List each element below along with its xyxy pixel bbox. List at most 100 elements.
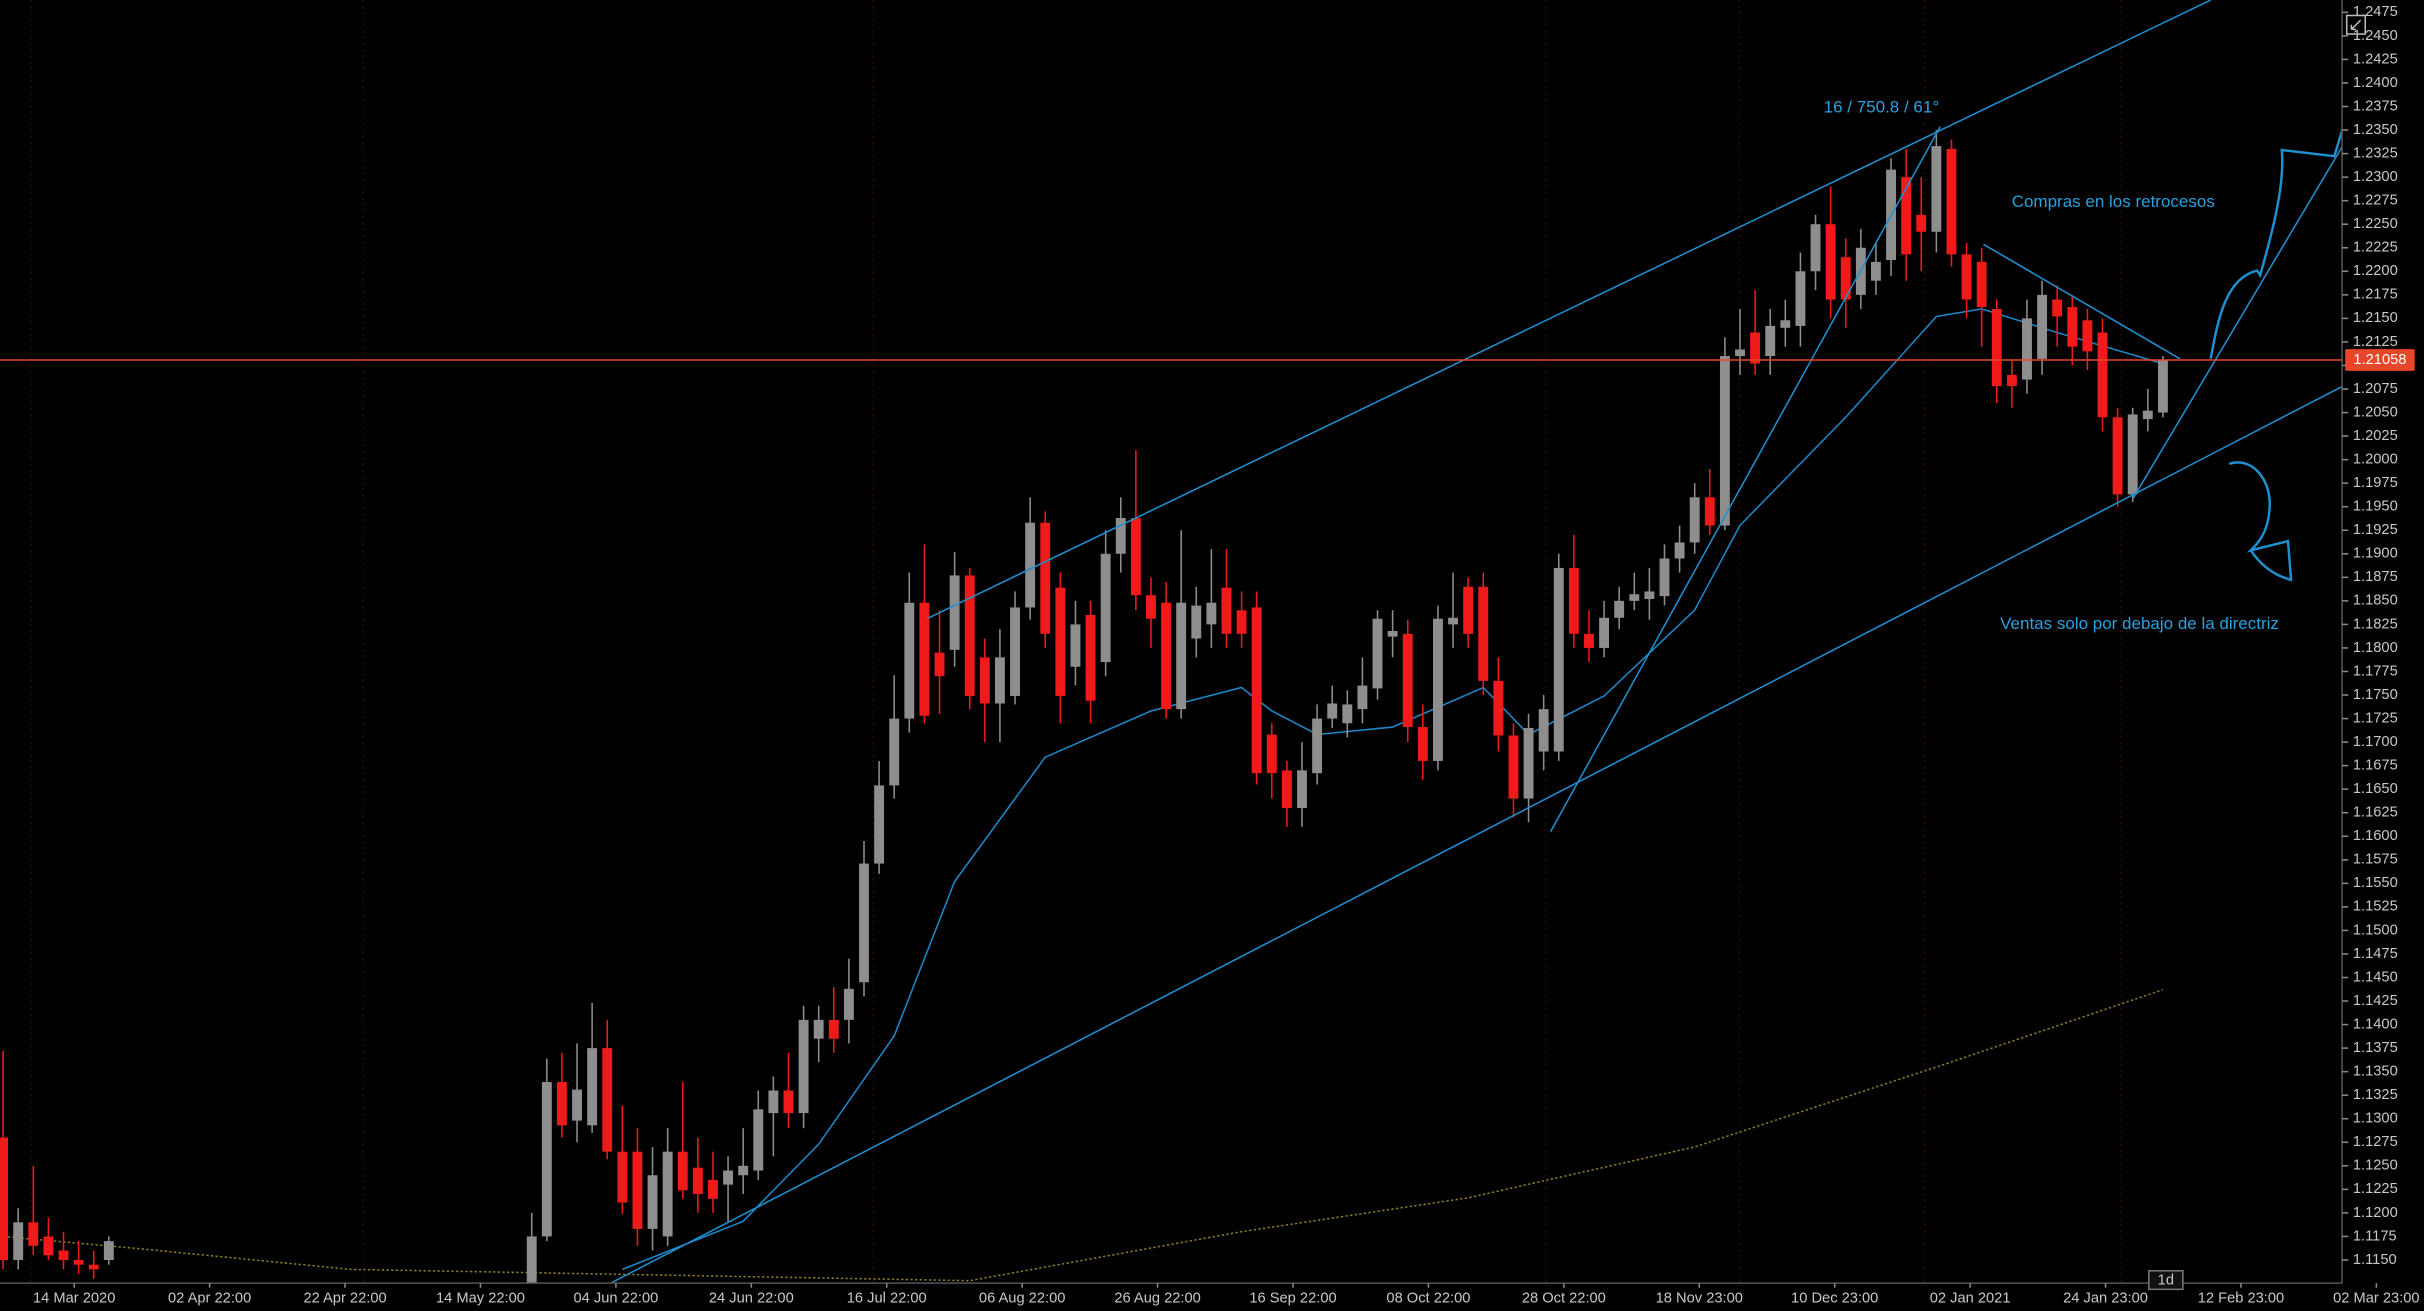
y-tick-label: 1.1925 [2353, 522, 2398, 538]
candle-body [874, 785, 885, 864]
candle-body [1599, 617, 1610, 648]
candle-body [2037, 294, 2048, 359]
x-tick-label: 02 Mar 23:00 [2333, 1290, 2419, 1306]
y-tick-label: 1.1775 [2353, 663, 2398, 679]
y-tick-label: 1.1275 [2353, 1134, 2398, 1150]
candle-body [1387, 630, 1398, 637]
x-tick-label: 10 Dec 23:00 [1791, 1290, 1878, 1306]
candle-body [1674, 542, 1685, 559]
y-tick-label: 1.1825 [2353, 616, 2398, 632]
y-tick-label: 1.2400 [2353, 75, 2398, 91]
candle-body [1161, 602, 1172, 710]
y-tick-label: 1.2075 [2353, 381, 2398, 397]
x-tick-label: 08 Oct 22:00 [1386, 1290, 1470, 1306]
candle-body [738, 1165, 749, 1176]
candle-body [2097, 332, 2108, 418]
x-tick-label: 28 Oct 22:00 [1522, 1290, 1606, 1306]
candle-body [1931, 146, 1942, 232]
y-tick-label: 1.1175 [2353, 1228, 2397, 1244]
y-tick-label: 1.1575 [2353, 852, 2398, 868]
candle-body [1100, 553, 1111, 663]
settings-icon[interactable] [2345, 14, 2367, 35]
candle-body [1236, 610, 1247, 634]
candle-body [1810, 224, 1821, 272]
candle-body [934, 652, 945, 677]
candle-body [2052, 299, 2063, 317]
candle-body [994, 657, 1005, 704]
candle-body [541, 1082, 552, 1237]
candle-body [1281, 770, 1292, 809]
y-tick-label: 1.2325 [2353, 145, 2398, 161]
candle-body [1312, 718, 1323, 774]
y-tick-label: 1.2025 [2353, 428, 2398, 444]
y-tick-label: 1.1150 [2353, 1252, 2397, 1268]
candle-body [964, 575, 975, 696]
y-tick-label: 1.1650 [2353, 781, 2398, 797]
candle-body [949, 575, 960, 650]
y-tick-label: 1.2250 [2353, 216, 2398, 232]
candle-body [1614, 600, 1625, 618]
x-tick-label: 16 Sep 22:00 [1249, 1290, 1336, 1306]
candle-body [1689, 497, 1700, 543]
candle-body [1568, 567, 1579, 634]
candle-body [723, 1170, 734, 1185]
x-tick-label: 24 Jun 22:00 [709, 1290, 794, 1306]
candle-body [859, 863, 869, 983]
candle-body [2067, 307, 2078, 347]
candle-body [2022, 318, 2032, 380]
y-tick-label: 1.2150 [2353, 310, 2398, 326]
candle-body [1644, 591, 1655, 599]
price-label: 1.21058 [2353, 352, 2406, 368]
candle-body [632, 1151, 643, 1229]
y-axis: 1.1150 1.1175 1.1200 1.1225 1.1250 1.1275 1.13… [2342, 4, 2398, 1268]
y-tick-label: 1.2125 [2353, 334, 2398, 350]
candle-body [2127, 414, 2138, 495]
candle-body [662, 1151, 673, 1237]
y-tick-label: 1.2050 [2353, 404, 2398, 420]
candle-body [1719, 356, 1730, 526]
candle-body [1327, 703, 1338, 719]
candle-body [1342, 704, 1353, 724]
y-tick-label: 1.1225 [2353, 1181, 2398, 1197]
candle-body [1357, 685, 1368, 710]
candle-body [708, 1179, 718, 1199]
candle-body [1584, 633, 1594, 648]
candle-body [1750, 332, 1761, 364]
candle-body [1553, 567, 1564, 752]
candle-body [783, 1090, 794, 1114]
y-tick-label: 1.1250 [2353, 1158, 2398, 1174]
x-axis: 14 Mar 2020 02 Apr 22:00 22 Apr 22:00 14 Ma… [33, 1283, 2420, 1306]
y-tick-label: 1.1450 [2353, 969, 2398, 985]
candle-body [1417, 727, 1428, 761]
x-tick-label: 18 Nov 23:00 [1656, 1290, 1743, 1306]
y-tick-label: 1.2175 [2353, 287, 2398, 303]
y-tick-label: 1.1500 [2353, 922, 2398, 938]
x-tick-label: 14 Mar 2020 [33, 1290, 115, 1306]
candle-body [1765, 325, 1776, 357]
y-tick-label: 1.1300 [2353, 1111, 2398, 1127]
y-tick-label: 1.2200 [2353, 263, 2398, 279]
y-tick-label: 1.1750 [2353, 687, 2398, 703]
x-tick-label: 04 Jun 22:00 [573, 1290, 658, 1306]
candle-body [572, 1089, 582, 1121]
candle-body [1538, 709, 1549, 752]
y-tick-label: 1.1525 [2353, 899, 2398, 915]
y-tick-label: 1.2275 [2353, 193, 2398, 209]
candle-body [1130, 518, 1141, 596]
y-tick-label: 1.2450 [2353, 28, 2398, 44]
x-tick-label: 14 May 22:00 [436, 1290, 525, 1306]
candle-body [1523, 727, 1534, 799]
price-label-box [2345, 349, 2415, 371]
timeframe[interactable]: 1d [2158, 1273, 2174, 1289]
candle-body [919, 602, 930, 716]
candle-body [1146, 595, 1156, 619]
x-tick-label: 12 Feb 23:00 [2198, 1290, 2284, 1306]
timeframe-box[interactable] [2148, 1270, 2184, 1291]
candle-body [1372, 618, 1383, 689]
candle-body [889, 718, 900, 786]
candle-body [28, 1222, 39, 1246]
candle-body [73, 1259, 84, 1265]
